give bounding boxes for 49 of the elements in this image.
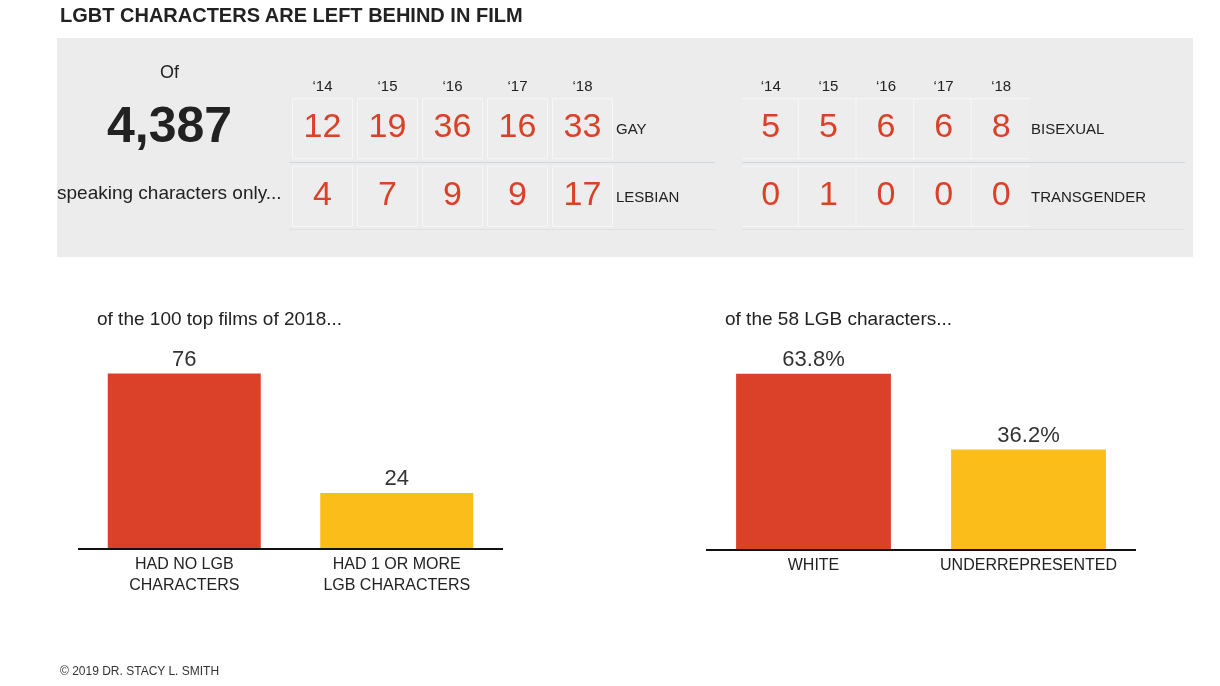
data-label: 9 [508,173,527,212]
data-label: 0 [761,173,781,212]
data-label: 19 [368,106,407,145]
data-label: 12 [303,106,342,145]
x-tick-label: ‘15 [377,77,398,94]
text: 4,387 [107,97,233,153]
x-tick-label: ‘16 [442,77,463,94]
data-label: 1 [818,173,838,212]
x-tick-label: HAD NO LGB CHARACTERS [129,555,240,593]
x-tick-label: ‘16 [875,77,897,94]
data-label: 76 [172,345,197,371]
y-tick-label: GAY [616,120,647,137]
data-label: 6 [934,106,954,145]
data-label: 36.2% [997,421,1060,447]
y-tick-label: LESBIAN [616,187,680,205]
data-label: 8 [991,106,1011,145]
x-tick-label: ‘14 [312,77,333,94]
data-label: 4 [313,173,332,212]
data-label: 6 [876,106,896,145]
data-label: 0 [991,173,1011,212]
text: Of [160,62,180,82]
x-tick-label: UNDERREPRESENTED [940,556,1117,574]
data-label: 0 [876,173,896,212]
x-tick-label: ‘18 [991,77,1012,94]
text: speaking characters only... [57,182,282,203]
chart-title: LGBT CHARACTERS ARE LEFT BEHIND IN FILM [60,4,523,26]
x-tick-label: ‘17 [933,77,954,94]
chart-title: of the 58 LGB characters... [725,308,953,329]
data-label: 33 [563,106,602,145]
x-tick-label: ‘15 [818,77,839,94]
x-tick-label: ‘18 [572,77,593,94]
data-label: 36 [433,106,472,145]
data-label: 24 [384,464,409,490]
data-label: 9 [443,173,462,212]
data-label: 7 [378,173,397,212]
data-label: 0 [934,173,954,212]
data-label: 16 [498,106,537,145]
text: © 2019 DR. STACY L. SMITH [60,664,220,678]
chart-title: of the 100 top films of 2018... [97,308,343,329]
data-label: 5 [761,106,781,145]
x-tick-label: ‘17 [507,77,528,94]
y-tick-label: TRANSGENDER [1031,187,1147,205]
x-tick-label: WHITE [787,556,840,574]
data-label: 5 [818,106,838,145]
y-tick-label: BISEXUAL [1031,120,1105,137]
data-label: 17 [563,173,602,212]
x-tick-label: HAD 1 OR MORE LGB CHARACTERS [323,555,471,593]
data-label: 63.8% [782,345,845,371]
x-tick-label: ‘14 [760,77,781,94]
